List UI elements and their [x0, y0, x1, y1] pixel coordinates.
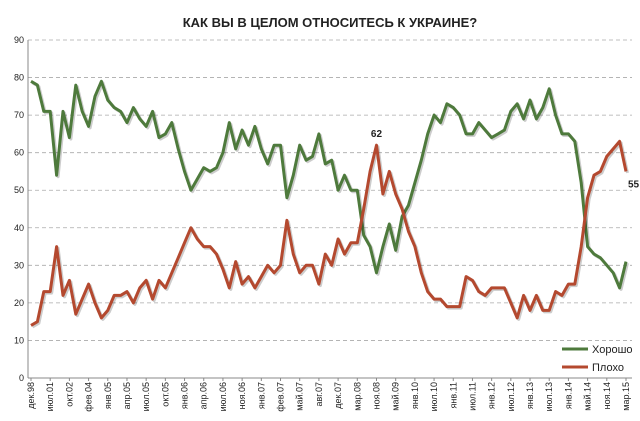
x-tick-label: ноя.14: [602, 382, 612, 409]
x-tick-label: авг.07: [314, 382, 324, 406]
x-tick-label: июл.10: [429, 382, 439, 411]
y-tick-label: 20: [14, 298, 24, 308]
legend-label: Хорошо: [592, 344, 633, 356]
y-tick-label: 90: [14, 35, 24, 45]
y-tick-label: 50: [14, 185, 24, 195]
x-tick-label: май.14: [583, 382, 593, 411]
x-tick-label: янв.07: [256, 382, 266, 409]
legend-label: Плохо: [592, 362, 624, 374]
x-tick-label: янв.12: [487, 382, 497, 409]
x-tick-label: ноя.06: [237, 382, 247, 409]
x-tick-label: окт.05: [160, 382, 170, 407]
y-tick-label: 40: [14, 223, 24, 233]
chart-title: КАК ВЫ В ЦЕЛОМ ОТНОСИТЕСЬ К УКРАИНЕ?: [183, 15, 478, 30]
x-tick-label: янв.13: [525, 382, 535, 409]
x-tick-label: июл.11: [467, 382, 477, 411]
x-tick-label: июл.12: [506, 382, 516, 411]
y-tick-label: 80: [14, 73, 24, 83]
x-tick-label: янв.11: [448, 382, 458, 408]
x-tick-label: мар.15: [621, 382, 631, 411]
x-tick-label: фев.07: [276, 382, 286, 412]
x-tick-label: янв.06: [180, 382, 190, 409]
x-tick-label: июл.06: [218, 382, 228, 411]
x-tick-label: апр.05: [122, 382, 132, 409]
y-tick-label: 60: [14, 148, 24, 158]
x-tick-label: май.07: [295, 382, 305, 411]
x-tick-label: окт.02: [64, 382, 74, 407]
x-tick-label: янв.10: [410, 382, 420, 409]
y-tick-label: 10: [14, 335, 24, 345]
x-tick-label: июл.01: [45, 382, 55, 411]
x-tick-label: июл.05: [141, 382, 151, 411]
data-label: 55: [628, 179, 640, 190]
series-line: [30, 79, 628, 290]
x-tick-label: фев.04: [84, 382, 94, 412]
x-tick-label: ноя.08: [371, 382, 381, 409]
x-tick-label: янв.14: [563, 382, 573, 409]
x-tick-label: дек.07: [333, 382, 343, 409]
x-tick-label: июл.13: [544, 382, 554, 411]
y-tick-label: 30: [14, 260, 24, 270]
y-tick-label: 70: [14, 110, 24, 120]
data-label: 62: [371, 129, 383, 140]
x-tick-label: дек.98: [26, 382, 36, 409]
line-shadow: [31, 81, 629, 291]
x-tick-label: май.09: [391, 382, 401, 411]
x-tick-label: апр.06: [199, 382, 209, 409]
x-tick-label: янв.05: [103, 382, 113, 409]
x-tick-label: мар.08: [352, 382, 362, 411]
series-line: [30, 139, 628, 327]
y-tick-label: 0: [19, 373, 24, 383]
